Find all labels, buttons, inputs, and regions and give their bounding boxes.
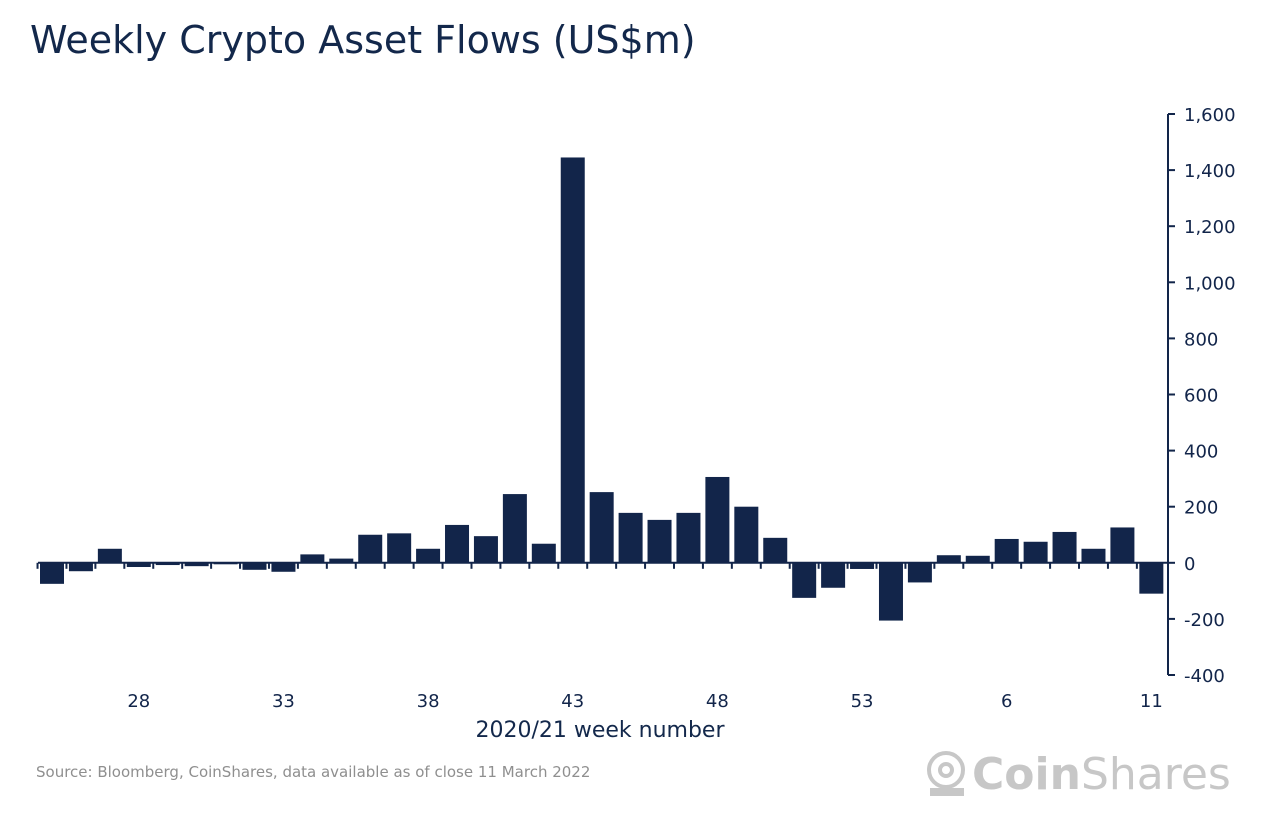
x-tick-label: 33: [272, 691, 295, 712]
bar: [560, 157, 585, 563]
bar: [965, 555, 990, 563]
chart-title: Weekly Crypto Asset Flows (US$m): [30, 18, 696, 62]
bar: [300, 554, 325, 563]
bar: [40, 562, 64, 584]
y-tick-label: 1,400: [1184, 161, 1236, 182]
x-tick-label: 11: [1140, 691, 1163, 712]
bar: [126, 562, 151, 568]
bar: [531, 543, 556, 563]
bar: [416, 548, 441, 563]
y-tick-label: 400: [1184, 442, 1218, 463]
x-tick-label: 38: [417, 691, 440, 712]
bar: [502, 494, 527, 563]
x-tick-label: 6: [1001, 691, 1012, 712]
coinshares-logo: CoinShares: [924, 748, 1231, 800]
bar: [676, 512, 701, 563]
y-tick-label: -400: [1184, 666, 1225, 687]
coinshares-logo-icon: [927, 751, 965, 796]
bar: [647, 519, 672, 563]
source-note: Source: Bloomberg, CoinShares, data avai…: [36, 763, 591, 781]
bar: [907, 562, 932, 583]
bar: [936, 555, 961, 563]
bar: [445, 524, 470, 563]
y-tick-label: 0: [1184, 554, 1195, 575]
x-tick-label: 43: [561, 691, 584, 712]
bar: [1052, 531, 1077, 563]
bar: [618, 512, 643, 563]
x-tick-label: 28: [127, 691, 150, 712]
bar: [1081, 548, 1106, 563]
bar: [68, 562, 93, 572]
y-tick-label: 200: [1184, 498, 1218, 519]
bar: [763, 537, 788, 563]
bar: [242, 562, 267, 570]
bar: [358, 534, 383, 563]
bar: [155, 562, 180, 566]
bar: [387, 533, 412, 563]
bar: [994, 538, 1019, 563]
bar: [850, 562, 875, 569]
y-tick-label: -200: [1184, 610, 1225, 631]
bar: [97, 548, 122, 563]
bar: [734, 506, 759, 563]
y-tick-label: 600: [1184, 386, 1218, 407]
bar: [878, 562, 903, 621]
logo-text: CoinShares: [972, 748, 1231, 800]
x-tick-label: 48: [706, 691, 729, 712]
y-tick-label: 800: [1184, 329, 1218, 350]
y-tick-label: 1,000: [1184, 273, 1236, 294]
bar: [473, 536, 498, 563]
bar: [1110, 527, 1135, 563]
bar: [1139, 562, 1164, 594]
bar: [184, 562, 209, 567]
x-axis-label: 2020/21 week number: [475, 718, 725, 743]
bar: [821, 562, 846, 588]
bar: [329, 558, 354, 563]
y-tick-label: 1,200: [1184, 217, 1236, 238]
bar: [271, 562, 296, 572]
x-tick-label: 53: [851, 691, 874, 712]
bar: [1023, 541, 1048, 563]
bar: [792, 562, 817, 598]
bar: [589, 492, 614, 563]
y-tick-label: 1,600: [1184, 105, 1236, 126]
bar: [705, 476, 730, 563]
